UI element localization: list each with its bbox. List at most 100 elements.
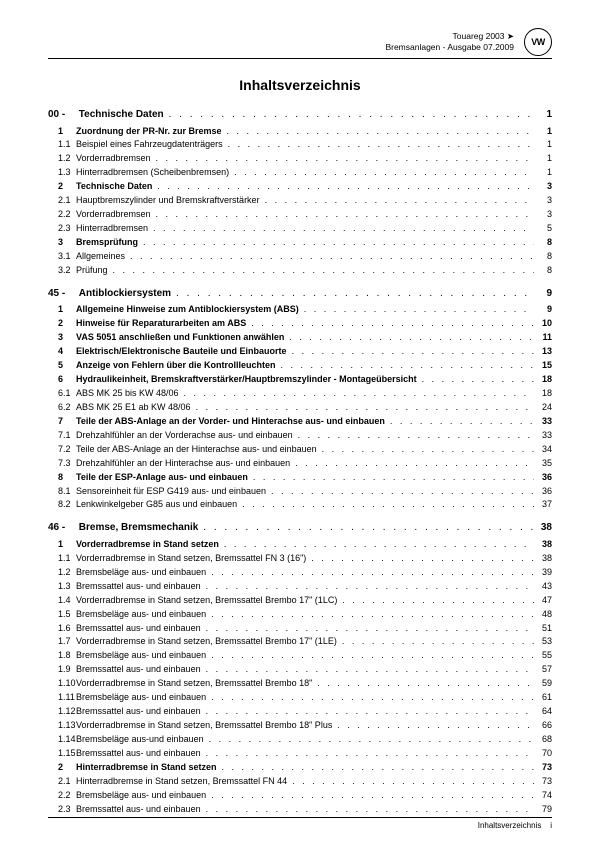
leader-dots: . . . . . . . . . . . . . . . . . . . . … xyxy=(268,485,534,499)
leader-dots: . . . . . . . . . . . . . . . . . . . . … xyxy=(203,663,534,677)
header-text: Touareg 2003 ➤ Bremsanlagen - Ausgabe 07… xyxy=(385,31,514,53)
entry-num: 7.1 xyxy=(48,429,76,443)
footer-label: Inhaltsverzeichnis xyxy=(478,821,542,830)
entry-title: ABS MK 25 bis KW 48/06 xyxy=(76,387,181,401)
entry-page: 11 xyxy=(534,331,552,345)
entry-title: Bremsbeläge aus- und einbauen xyxy=(76,608,208,622)
entry-page: 38 xyxy=(534,552,552,566)
toc-entry: 1.1Vorderradbremse in Stand setzen, Brem… xyxy=(48,552,552,566)
chapter-page: 1 xyxy=(534,107,552,123)
entry-title: Bremsbeläge aus- und einbauen xyxy=(76,789,208,803)
toc-entry: 6.1ABS MK 25 bis KW 48/06. . . . . . . .… xyxy=(48,387,552,401)
entry-page: 61 xyxy=(534,691,552,705)
entry-title: Bremssattel aus- und einbauen xyxy=(76,803,203,817)
entry-page: 9 xyxy=(534,303,552,317)
toc-entry: 3.2Prüfung. . . . . . . . . . . . . . . … xyxy=(48,264,552,278)
entry-title: Technische Daten xyxy=(76,180,154,194)
entry-title: Hinterradbremsen xyxy=(76,222,150,236)
toc-entry: 7.2Teile der ABS-Anlage an der Hinterach… xyxy=(48,443,552,457)
chapter-title: Bremse, Bremsmechanik xyxy=(76,520,200,536)
entry-title: VAS 5051 anschließen und Funktionen anwä… xyxy=(76,331,286,345)
entry-num: 2.3 xyxy=(48,222,76,236)
entry-page: 3 xyxy=(534,208,552,222)
leader-dots: . . . . . . . . . . . . . . . . . . . . … xyxy=(203,580,534,594)
entry-page: 35 xyxy=(534,457,552,471)
leader-dots: . . . . . . . . . . . . . . . . . . . . … xyxy=(153,208,534,222)
leader-dots: . . . . . . . . . . . . . . . . . . . . … xyxy=(339,594,534,608)
entry-title: Bremsbeläge aus-und einbauen xyxy=(76,733,206,747)
leader-dots: . . . . . . . . . . . . . . . . . . . . … xyxy=(319,443,534,457)
toc-entry: 1Allgemeine Hinweise zum Antiblockiersys… xyxy=(48,303,552,317)
entry-num: 1.1 xyxy=(48,552,76,566)
leader-dots: . . . . . . . . . . . . . . . . . . . . … xyxy=(206,733,534,747)
entry-num: 3 xyxy=(48,236,76,250)
entry-page: 79 xyxy=(534,803,552,817)
toc-entry: 2Hinweise für Reparaturarbeiten am ABS. … xyxy=(48,317,552,331)
leader-dots: . . . . . . . . . . . . . . . . . . . . … xyxy=(224,125,534,139)
entry-num: 2.1 xyxy=(48,775,76,789)
entry-page: 1 xyxy=(534,166,552,180)
entry-title: Allgemeine Hinweise zum Antiblockiersyst… xyxy=(76,303,301,317)
entry-page: 73 xyxy=(534,761,552,775)
leader-dots: . . . . . . . . . . . . . . . . . . . . … xyxy=(203,803,534,817)
entry-num: 1 xyxy=(48,538,76,552)
entry-page: 48 xyxy=(534,608,552,622)
toc-entry: 1.4Vorderradbremse in Stand setzen, Brem… xyxy=(48,594,552,608)
entry-title: Vorderradbremse in Stand setzen, Bremssa… xyxy=(76,635,339,649)
entry-title: Beispiel eines Fahrzeugdatenträgers xyxy=(76,138,225,152)
leader-dots: . . . . . . . . . . . . . . . . . . . . … xyxy=(289,775,534,789)
leader-dots: . . . . . . . . . . . . . . . . . . . . … xyxy=(334,719,534,733)
page-footer: Inhaltsverzeichnis i xyxy=(48,817,552,830)
chapter-title: Technische Daten xyxy=(76,107,166,123)
entry-page: 1 xyxy=(534,125,552,139)
entry-title: Teile der ABS-Anlage an der Hinterachse … xyxy=(76,443,319,457)
entry-num: 1.7 xyxy=(48,635,76,649)
leader-dots: . . . . . . . . . . . . . . . . . . . . … xyxy=(419,373,534,387)
toc-entry: 1.8Bremsbeläge aus- und einbauen. . . . … xyxy=(48,649,552,663)
leader-dots: . . . . . . . . . . . . . . . . . . . . … xyxy=(153,152,534,166)
toc-entry: 2.1Hinterradbremse in Stand setzen, Brem… xyxy=(48,775,552,789)
page-header: Touareg 2003 ➤ Bremsanlagen - Ausgabe 07… xyxy=(48,28,552,56)
toc-entry: 1.11Bremsbeläge aus- und einbauen. . . .… xyxy=(48,691,552,705)
toc-entry: 1.14Bremsbeläge aus-und einbauen. . . . … xyxy=(48,733,552,747)
chapter-num: 00 - xyxy=(48,107,76,123)
entry-page: 70 xyxy=(534,747,552,761)
entry-num: 1.3 xyxy=(48,166,76,180)
entry-num: 3.2 xyxy=(48,264,76,278)
entry-page: 51 xyxy=(534,622,552,636)
entry-page: 34 xyxy=(534,443,552,457)
entry-title: Drehzahlfühler an der Hinterachse aus- u… xyxy=(76,457,292,471)
leader-dots: . . . . . . . . . . . . . . . . . . . . … xyxy=(110,264,534,278)
toc-entry: 3.1Allgemeines. . . . . . . . . . . . . … xyxy=(48,250,552,264)
leader-dots: . . . . . . . . . . . . . . . . . . . . … xyxy=(208,691,534,705)
entry-page: 66 xyxy=(534,719,552,733)
toc-entry: 7.3Drehzahlfühler an der Hinterachse aus… xyxy=(48,457,552,471)
leader-dots: . . . . . . . . . . . . . . . . . . . . … xyxy=(181,387,534,401)
leader-dots: . . . . . . . . . . . . . . . . . . . . … xyxy=(166,107,534,123)
entry-page: 33 xyxy=(534,429,552,443)
entry-page: 68 xyxy=(534,733,552,747)
toc-entry: 1.2Vorderradbremsen. . . . . . . . . . .… xyxy=(48,152,552,166)
entry-title: Hinterradbremse in Stand setzen, Bremssa… xyxy=(76,775,289,789)
entry-page: 36 xyxy=(534,471,552,485)
entry-page: 8 xyxy=(534,264,552,278)
leader-dots: . . . . . . . . . . . . . . . . . . . . … xyxy=(314,677,534,691)
leader-dots: . . . . . . . . . . . . . . . . . . . . … xyxy=(221,538,534,552)
leader-dots: . . . . . . . . . . . . . . . . . . . . … xyxy=(225,138,534,152)
entry-title: Allgemeines xyxy=(76,250,127,264)
entry-title: Bremssattel aus- und einbauen xyxy=(76,663,203,677)
entry-page: 38 xyxy=(534,538,552,552)
entry-title: Teile der ESP-Anlage aus- und einbauen xyxy=(76,471,250,485)
chapter-num: 45 - xyxy=(48,286,76,302)
entry-num: 1 xyxy=(48,125,76,139)
entry-num: 2 xyxy=(48,761,76,775)
leader-dots: . . . . . . . . . . . . . . . . . . . . … xyxy=(200,520,534,536)
chapter-title: Antiblockiersystem xyxy=(76,286,173,302)
toc-entry: 1.5Bremsbeläge aus- und einbauen. . . . … xyxy=(48,608,552,622)
toc-entry: 2.3Hinterradbremsen. . . . . . . . . . .… xyxy=(48,222,552,236)
entry-num: 1.8 xyxy=(48,649,76,663)
leader-dots: . . . . . . . . . . . . . . . . . . . . … xyxy=(239,498,534,512)
entry-title: Bremsbeläge aus- und einbauen xyxy=(76,566,208,580)
leader-dots: . . . . . . . . . . . . . . . . . . . . … xyxy=(262,194,534,208)
leader-dots: . . . . . . . . . . . . . . . . . . . . … xyxy=(231,166,534,180)
